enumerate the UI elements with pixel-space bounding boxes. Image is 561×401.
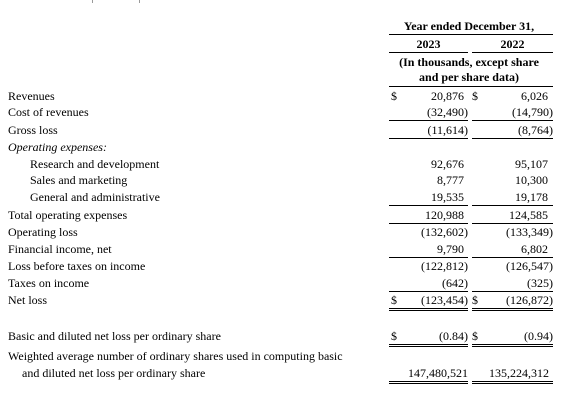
year-2022-header: 2022	[500, 37, 525, 51]
row-label-cost-of-revenues: Cost of revenues	[8, 105, 89, 119]
subtotal-rule-2023	[389, 138, 468, 139]
row-label-weighted-average-shares-cont: and diluted net loss per ordinary share	[22, 366, 206, 380]
subtotal-rule-2022	[472, 291, 553, 292]
row-label-net-loss-per-share: Basic and diluted net loss per ordinary …	[8, 329, 221, 343]
subtotal-rule-2023	[389, 291, 468, 292]
year-rule-2022	[472, 52, 553, 53]
row-label-revenues: Revenues	[8, 89, 55, 103]
subtotal-rule-2023	[389, 223, 468, 224]
crop-mark	[139, 0, 140, 3]
subtotal-rule-2023	[389, 205, 468, 206]
value-2023: (122,812)	[421, 259, 468, 273]
value-2022: 19,178	[515, 190, 548, 204]
subtotal-rule-2022	[472, 257, 553, 258]
subtotal-rule-2023	[389, 120, 468, 121]
row-label-research-and-development: Research and development	[30, 157, 160, 171]
row-label-total-operating-expenses: Total operating expenses	[8, 208, 128, 222]
value-2022: 6,026	[521, 89, 548, 103]
value-2022: (325)	[527, 276, 553, 290]
year-rule-2023	[389, 52, 468, 53]
value-2023: (11,614)	[427, 123, 468, 137]
subtotal-rule-2022	[472, 223, 553, 224]
value-2022: (133,349)	[506, 225, 553, 239]
units-rule	[389, 86, 553, 87]
subtotal-rule-2022	[472, 138, 553, 139]
dollar-sign: $	[391, 329, 397, 343]
section-label-operating-expenses: Operating expenses:	[8, 140, 107, 154]
value-2023: (123,454)	[421, 293, 468, 307]
value-2023: (132,602)	[421, 225, 468, 239]
subtotal-rule-2023	[389, 257, 468, 258]
row-label-operating-loss: Operating loss	[8, 225, 78, 239]
value-2022: (126,872)	[506, 293, 553, 307]
value-2022: (126,547)	[506, 259, 553, 273]
value-2023: 147,480,521	[408, 366, 468, 380]
dollar-sign: $	[472, 293, 478, 307]
row-label-weighted-average-shares: Weighted average number of ordinary shar…	[8, 349, 343, 363]
value-2023: 19,535	[431, 190, 464, 204]
row-label-gross-loss: Gross loss	[8, 123, 58, 137]
total-double-rule-2023	[389, 308, 468, 311]
subtotal-rule-2022	[472, 120, 553, 121]
period-header: Year ended December 31,	[403, 19, 535, 33]
row-label-taxes-on-income: Taxes on income	[8, 276, 90, 290]
total-double-rule-2023	[389, 344, 468, 347]
dollar-sign: $	[472, 329, 478, 343]
crop-mark	[92, 0, 93, 3]
value-2023: (32,490)	[427, 105, 468, 119]
value-2022: (8,764)	[518, 123, 553, 137]
total-double-rule-2022	[472, 344, 553, 347]
dollar-sign: $	[391, 293, 397, 307]
value-2023: 92,676	[431, 157, 464, 171]
value-2022: 10,300	[515, 173, 548, 187]
value-2023: 120,988	[425, 208, 464, 222]
year-2023-header: 2023	[416, 37, 441, 51]
value-2022: 135,224,312	[489, 366, 549, 380]
row-label-general-and-administrative: General and administrative	[30, 190, 160, 204]
units-header-line2: and per share data)	[419, 70, 519, 84]
dollar-sign: $	[391, 89, 397, 103]
total-double-rule-2022	[472, 381, 553, 384]
value-2022: 6,802	[521, 242, 548, 256]
header-rule	[389, 34, 553, 35]
dollar-sign: $	[472, 89, 478, 103]
units-header-line1: (In thousands, except share	[399, 55, 539, 69]
subtotal-rule-2022	[472, 205, 553, 206]
value-2022: (0.94)	[524, 329, 553, 343]
value-2022: 95,107	[515, 157, 548, 171]
row-label-loss-before-taxes: Loss before taxes on income	[8, 259, 146, 273]
total-double-rule-2022	[472, 308, 553, 311]
value-2023: 20,876	[431, 89, 464, 103]
value-2022: 124,585	[509, 208, 548, 222]
row-label-sales-and-marketing: Sales and marketing	[30, 173, 128, 187]
value-2023: 9,790	[437, 242, 464, 256]
total-double-rule-2023	[389, 381, 468, 384]
value-2022: (14,790)	[512, 105, 553, 119]
value-2023: 8,777	[437, 173, 464, 187]
row-label-net-loss: Net loss	[8, 293, 47, 307]
row-label-financial-income-net: Financial income, net	[8, 242, 112, 256]
value-2023: (0.84)	[439, 329, 468, 343]
value-2023: (642)	[442, 276, 468, 290]
